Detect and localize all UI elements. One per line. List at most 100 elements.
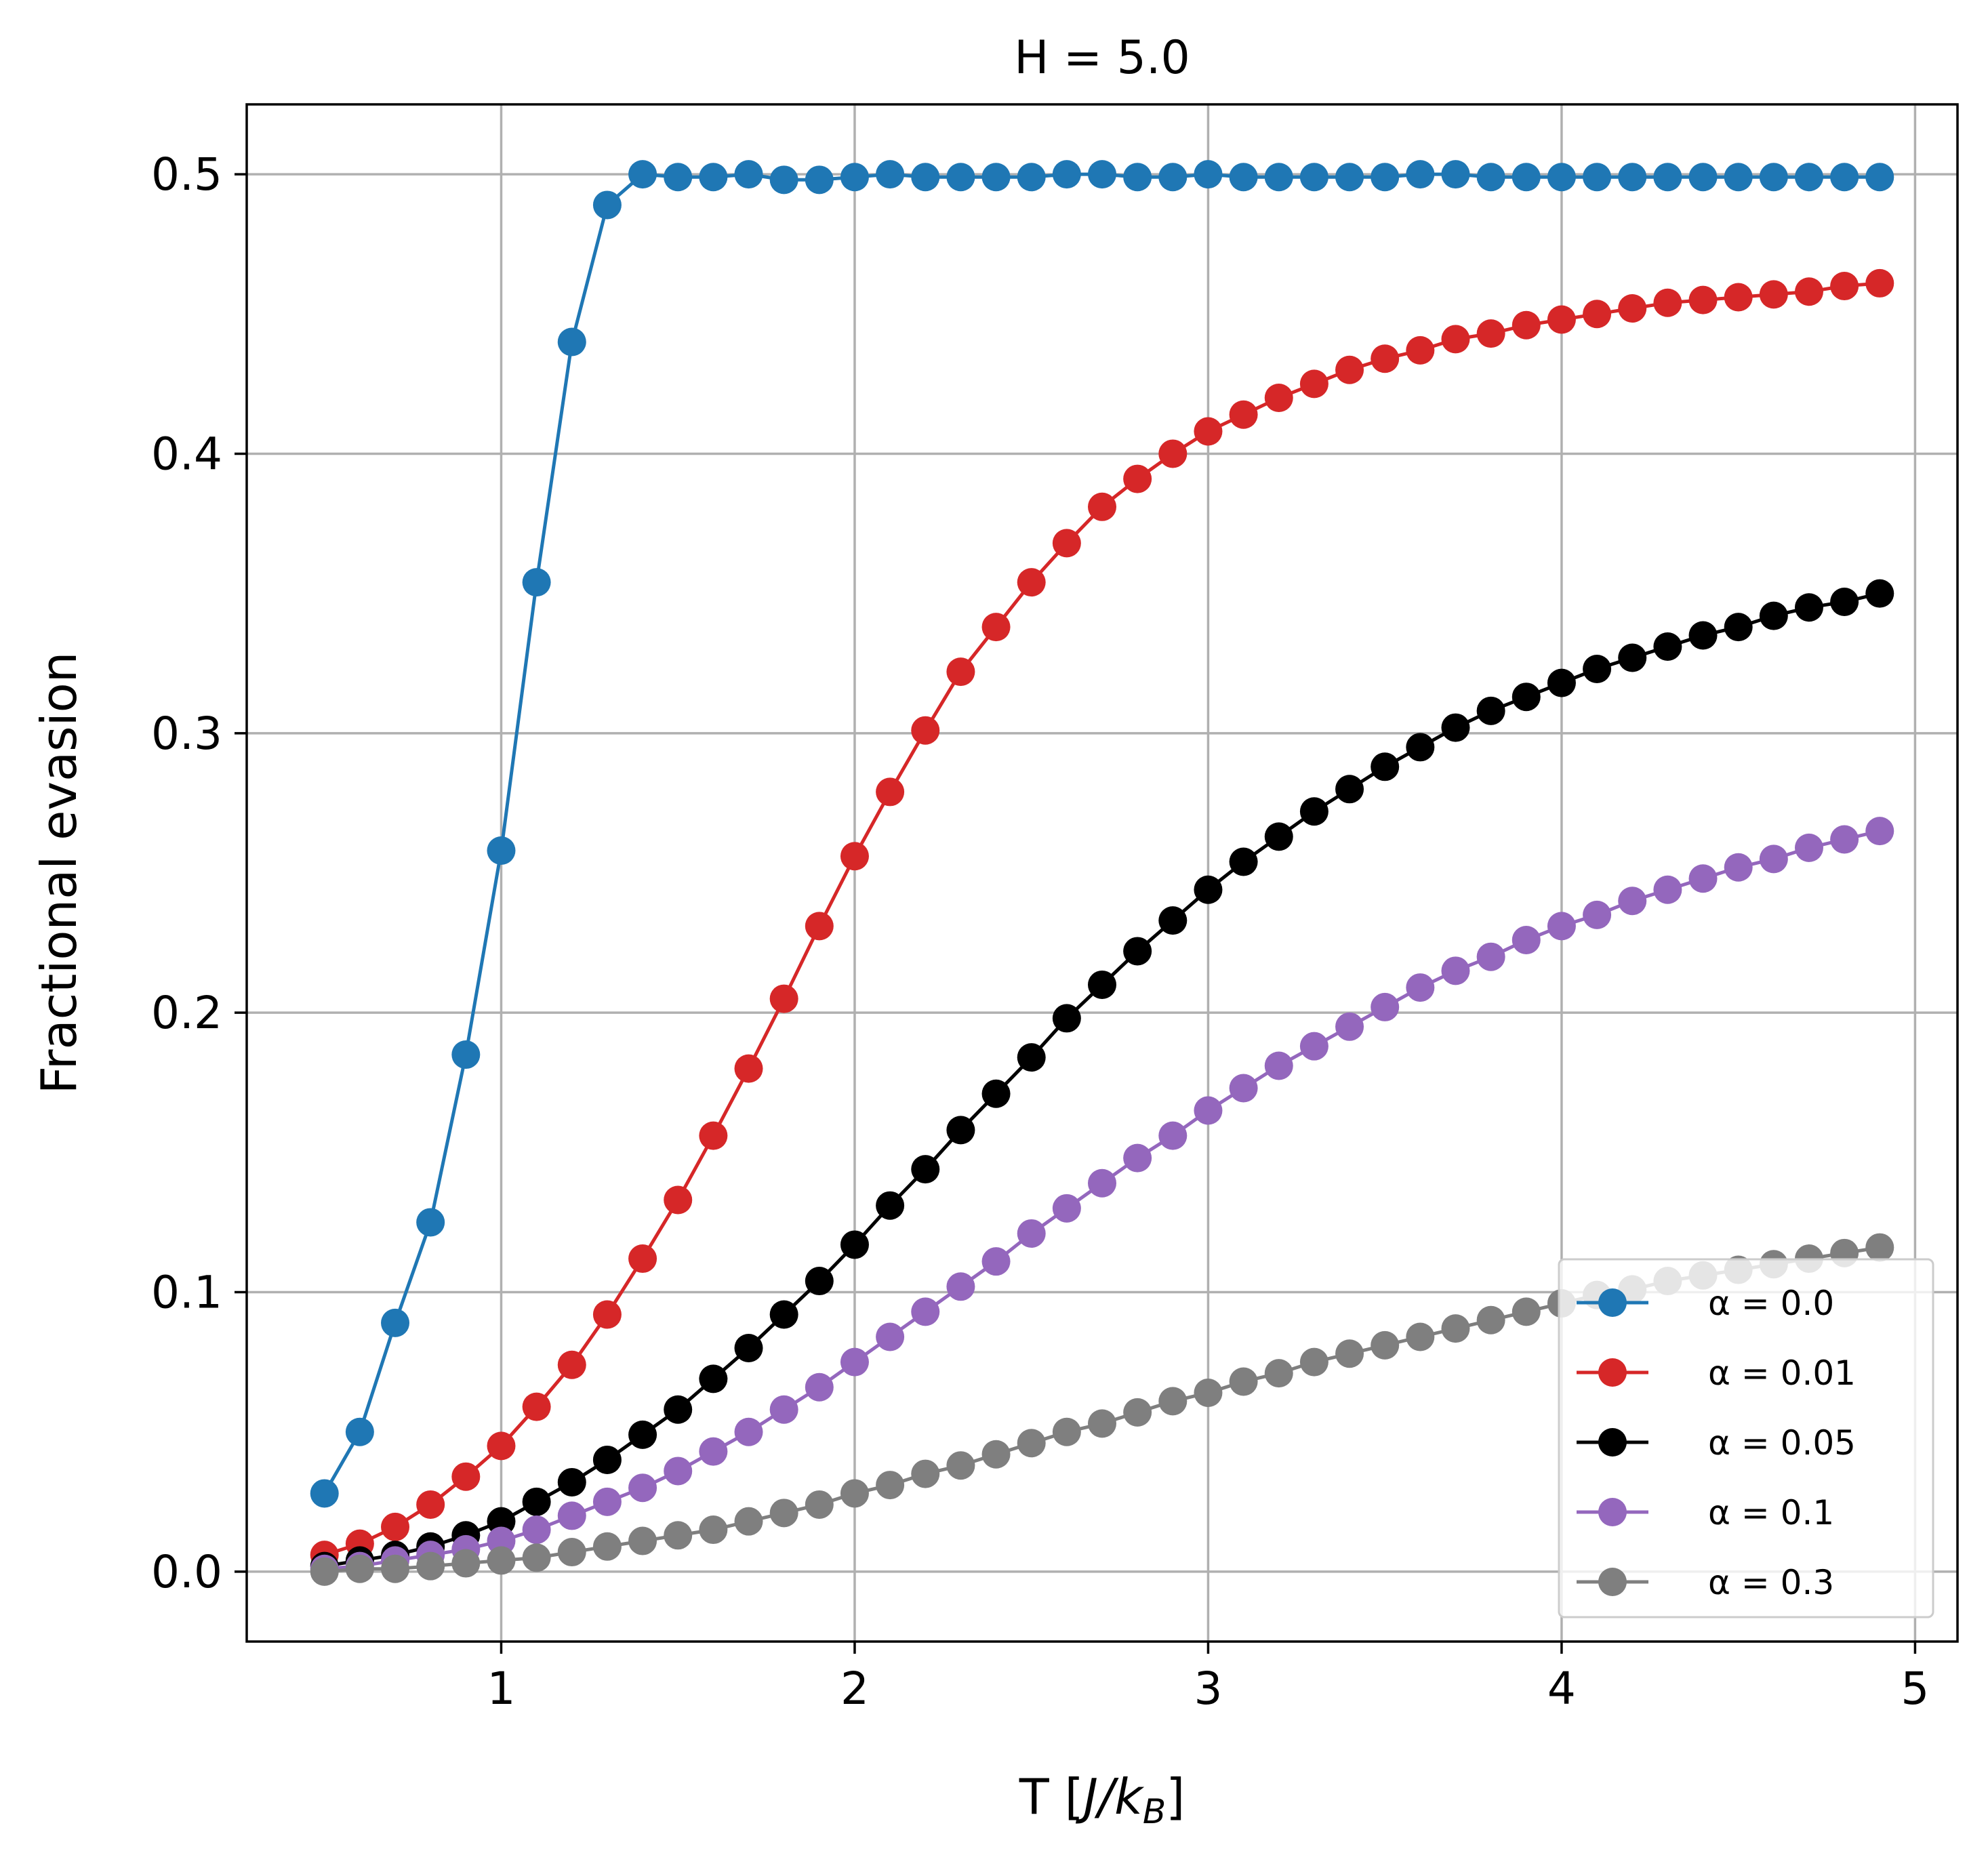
data-point <box>522 1487 551 1516</box>
data-point <box>1088 492 1116 521</box>
data-point <box>381 1512 410 1541</box>
data-point <box>1830 588 1859 617</box>
data-point <box>1653 288 1682 317</box>
y-tick-label: 0.0 <box>151 1546 222 1598</box>
data-point <box>840 1347 869 1377</box>
legend-marker <box>1598 1568 1627 1596</box>
data-point <box>1052 1194 1081 1223</box>
data-point <box>345 1554 374 1583</box>
data-point <box>1229 847 1258 876</box>
data-point <box>1123 1398 1152 1427</box>
data-point <box>487 1526 516 1555</box>
data-point <box>1406 973 1435 1002</box>
data-point <box>734 160 763 189</box>
data-point <box>946 1116 975 1145</box>
data-point <box>1229 400 1258 429</box>
data-point <box>1017 163 1046 192</box>
data-point <box>1547 668 1576 697</box>
data-point <box>769 1499 798 1528</box>
x-tick-label: 4 <box>1547 1663 1576 1715</box>
data-point <box>1653 875 1682 904</box>
data-point <box>1264 1359 1293 1388</box>
data-point <box>381 1554 410 1583</box>
x-axis-label-prefix: T [ <box>1019 1768 1084 1825</box>
data-point <box>1830 163 1859 192</box>
data-point <box>1583 900 1612 929</box>
data-point <box>699 1515 728 1545</box>
data-point <box>628 1420 657 1449</box>
data-point <box>592 1532 622 1561</box>
data-point <box>1476 319 1505 348</box>
data-point <box>1194 1378 1223 1407</box>
legend-label: α = 0.01 <box>1708 1353 1856 1393</box>
legend-entry: α = 0.1 <box>1577 1493 1834 1532</box>
data-point <box>1547 305 1576 334</box>
y-tick-label: 0.5 <box>151 148 222 201</box>
data-point <box>699 1437 728 1466</box>
data-point <box>1264 1051 1293 1080</box>
data-point <box>1476 696 1505 725</box>
data-point <box>805 1267 834 1296</box>
data-point <box>1406 160 1435 189</box>
data-point <box>946 657 975 687</box>
data-point <box>1688 285 1718 314</box>
x-tick-label: 3 <box>1194 1663 1222 1715</box>
data-point <box>628 1244 657 1274</box>
data-point <box>734 1054 763 1083</box>
data-point <box>487 1546 516 1575</box>
data-point <box>1052 1004 1081 1033</box>
data-point <box>1371 1330 1400 1360</box>
data-point <box>310 1557 339 1586</box>
data-point <box>876 160 905 189</box>
data-point <box>592 1487 622 1516</box>
data-point <box>1123 163 1152 192</box>
x-axis-label-subscript: B <box>1143 1792 1166 1831</box>
data-point <box>487 1431 516 1461</box>
x-tick-label: 5 <box>1901 1663 1929 1715</box>
data-point <box>557 1467 586 1496</box>
data-point <box>522 1543 551 1572</box>
data-point <box>310 1479 339 1508</box>
data-point <box>1088 1168 1116 1198</box>
data-point <box>1052 160 1081 189</box>
data-point <box>1688 621 1718 650</box>
y-tick-label: 0.3 <box>151 708 222 760</box>
data-point <box>1583 300 1612 329</box>
data-point <box>1865 163 1894 192</box>
data-point <box>1088 970 1116 999</box>
x-axis-label-main: J/k <box>1076 1768 1145 1825</box>
data-point <box>769 984 798 1013</box>
data-point <box>1759 844 1788 874</box>
legend-entry: α = 0.3 <box>1577 1563 1834 1602</box>
data-point <box>1264 163 1293 192</box>
data-point <box>628 1526 657 1555</box>
data-point <box>840 1230 869 1259</box>
data-point <box>1794 833 1823 862</box>
data-point <box>1441 160 1470 189</box>
data-point <box>1583 654 1612 683</box>
data-point <box>769 1300 798 1329</box>
data-point <box>1371 752 1400 781</box>
data-point <box>1229 1074 1258 1103</box>
data-point <box>699 1121 728 1150</box>
data-point <box>522 1515 551 1545</box>
data-point <box>805 165 834 195</box>
data-point <box>1476 1305 1505 1335</box>
data-point <box>1299 1347 1328 1377</box>
data-point <box>1618 294 1647 323</box>
x-tick-label: 1 <box>487 1663 515 1715</box>
data-point <box>840 842 869 871</box>
data-point <box>1476 163 1505 192</box>
data-point <box>592 1300 622 1329</box>
data-point <box>1547 912 1576 941</box>
data-point <box>805 1372 834 1402</box>
data-point <box>1158 439 1188 468</box>
data-point <box>734 1334 763 1363</box>
data-point <box>487 1507 516 1536</box>
data-point <box>1406 1322 1435 1351</box>
y-tick-label: 0.4 <box>151 428 222 480</box>
legend-box <box>1558 1258 1934 1618</box>
data-point <box>1653 163 1682 192</box>
legend-marker <box>1598 1358 1627 1387</box>
